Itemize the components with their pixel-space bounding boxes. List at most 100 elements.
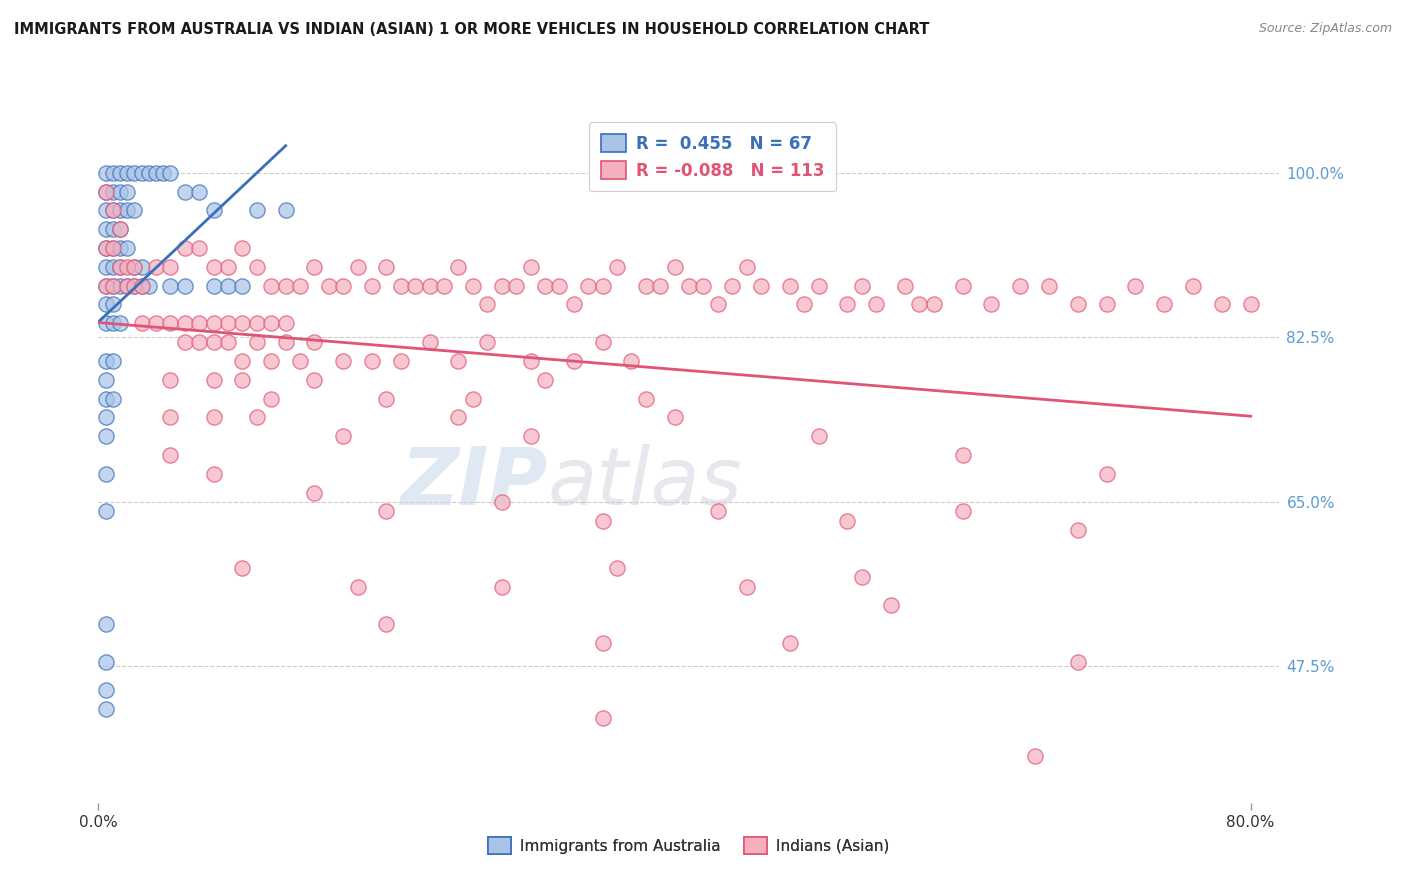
Point	[202, 335, 225, 350]
Point	[851, 570, 873, 584]
Point	[491, 580, 513, 594]
Point	[108, 316, 131, 330]
Point	[217, 335, 239, 350]
Point	[779, 278, 801, 293]
Point	[108, 185, 131, 199]
Point	[419, 278, 441, 293]
Point	[115, 166, 138, 180]
Text: ZIP: ZIP	[399, 443, 547, 522]
Point	[124, 203, 146, 218]
Point	[634, 278, 657, 293]
Point	[94, 702, 117, 716]
Point	[246, 316, 269, 330]
Text: Source: ZipAtlas.com: Source: ZipAtlas.com	[1258, 22, 1392, 36]
Point	[131, 260, 153, 274]
Point	[159, 410, 181, 425]
Point	[101, 203, 124, 218]
Point	[217, 278, 239, 293]
Point	[606, 560, 628, 574]
Point	[152, 166, 174, 180]
Point	[202, 260, 225, 274]
Point	[692, 278, 714, 293]
Point	[159, 448, 181, 462]
Point	[1038, 278, 1060, 293]
Point	[260, 354, 283, 368]
Point	[159, 260, 181, 274]
Point	[159, 373, 181, 387]
Point	[332, 354, 354, 368]
Point	[94, 683, 117, 698]
Point	[124, 278, 146, 293]
Point	[447, 260, 470, 274]
Point	[879, 599, 901, 613]
Point	[491, 278, 513, 293]
Point	[304, 335, 326, 350]
Point	[94, 166, 117, 180]
Point	[519, 354, 541, 368]
Point	[94, 278, 117, 293]
Point	[807, 429, 830, 443]
Point	[375, 617, 398, 632]
Point	[94, 185, 117, 199]
Point	[246, 203, 269, 218]
Point	[576, 278, 599, 293]
Point	[922, 297, 945, 311]
Point	[505, 278, 527, 293]
Point	[131, 278, 153, 293]
Point	[101, 278, 124, 293]
Point	[94, 278, 117, 293]
Point	[94, 297, 117, 311]
Point	[159, 278, 181, 293]
Point	[108, 203, 131, 218]
Point	[548, 278, 571, 293]
Point	[94, 617, 117, 632]
Point	[131, 278, 153, 293]
Point	[952, 448, 974, 462]
Point	[562, 297, 585, 311]
Point	[145, 260, 167, 274]
Point	[188, 335, 211, 350]
Point	[1095, 467, 1118, 481]
Point	[173, 335, 195, 350]
Point	[332, 278, 354, 293]
Point	[124, 260, 146, 274]
Point	[620, 354, 643, 368]
Point	[332, 429, 354, 443]
Point	[231, 278, 253, 293]
Point	[94, 222, 117, 236]
Point	[115, 241, 138, 255]
Text: IMMIGRANTS FROM AUSTRALIA VS INDIAN (ASIAN) 1 OR MORE VEHICLES IN HOUSEHOLD CORR: IMMIGRANTS FROM AUSTRALIA VS INDIAN (ASI…	[14, 22, 929, 37]
Point	[94, 354, 117, 368]
Point	[650, 278, 672, 293]
Point	[274, 278, 297, 293]
Point	[419, 335, 441, 350]
Point	[94, 655, 117, 669]
Point	[115, 260, 138, 274]
Point	[592, 278, 614, 293]
Point	[202, 316, 225, 330]
Point	[477, 335, 499, 350]
Point	[101, 354, 124, 368]
Point	[94, 185, 117, 199]
Point	[793, 297, 815, 311]
Point	[980, 297, 1002, 311]
Point	[664, 410, 686, 425]
Point	[1010, 278, 1032, 293]
Point	[361, 354, 384, 368]
Point	[477, 297, 499, 311]
Point	[346, 580, 368, 594]
Point	[346, 260, 368, 274]
Point	[101, 166, 124, 180]
Point	[124, 278, 146, 293]
Point	[447, 354, 470, 368]
Point	[1240, 297, 1263, 311]
Point	[108, 260, 131, 274]
Point	[188, 241, 211, 255]
Point	[519, 260, 541, 274]
Point	[101, 392, 124, 406]
Point	[592, 711, 614, 725]
Point	[851, 278, 873, 293]
Point	[389, 354, 412, 368]
Point	[304, 260, 326, 274]
Point	[592, 335, 614, 350]
